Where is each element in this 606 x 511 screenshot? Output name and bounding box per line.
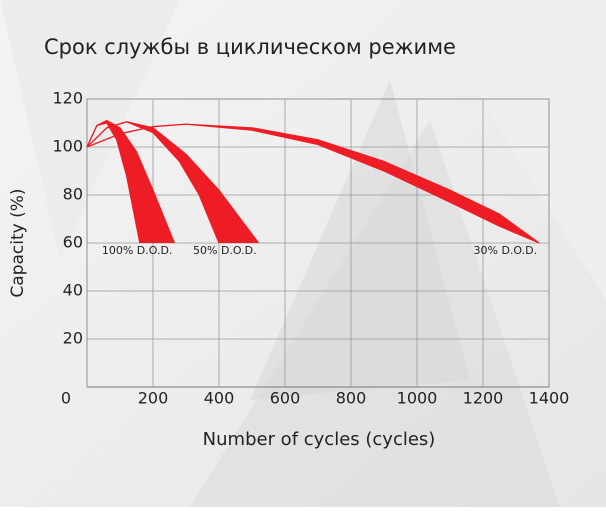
chart-title: Срок службы в циклическом режиме xyxy=(44,35,456,59)
band-fill xyxy=(87,121,259,243)
y-tick-label: 20 xyxy=(63,329,83,348)
x-tick-label: 600 xyxy=(270,389,301,408)
series-label: 50% D.O.D. xyxy=(193,244,257,257)
series-label: 30% D.O.D. xyxy=(474,244,538,257)
y-axis-title: Capacity (%) xyxy=(8,188,28,297)
y-tick-label: 40 xyxy=(63,281,83,300)
x-tick-label: 400 xyxy=(204,389,235,408)
x-tick-label: 1200 xyxy=(463,389,504,408)
y-tick-label: 120 xyxy=(52,89,83,108)
band-edge xyxy=(86,123,540,244)
y-tick-label: 100 xyxy=(52,137,83,156)
bg-shape xyxy=(250,80,470,400)
band-edge xyxy=(86,122,141,244)
band-edge xyxy=(86,121,220,244)
x-tick-label: 0 xyxy=(61,389,71,408)
bg-shape xyxy=(420,0,606,300)
x-tick-label: 1000 xyxy=(397,389,438,408)
series-label: 100% D.O.D. xyxy=(102,244,173,257)
y-tick-label: 80 xyxy=(63,185,83,204)
band-fill xyxy=(87,120,175,243)
x-tick-label: 1400 xyxy=(529,389,570,408)
y-tick-label: 60 xyxy=(63,233,83,252)
x-tick-label: 800 xyxy=(336,389,367,408)
x-tick-label: 200 xyxy=(138,389,169,408)
bg-shape xyxy=(0,0,180,260)
x-axis-title: Number of cycles (cycles) xyxy=(203,429,436,450)
